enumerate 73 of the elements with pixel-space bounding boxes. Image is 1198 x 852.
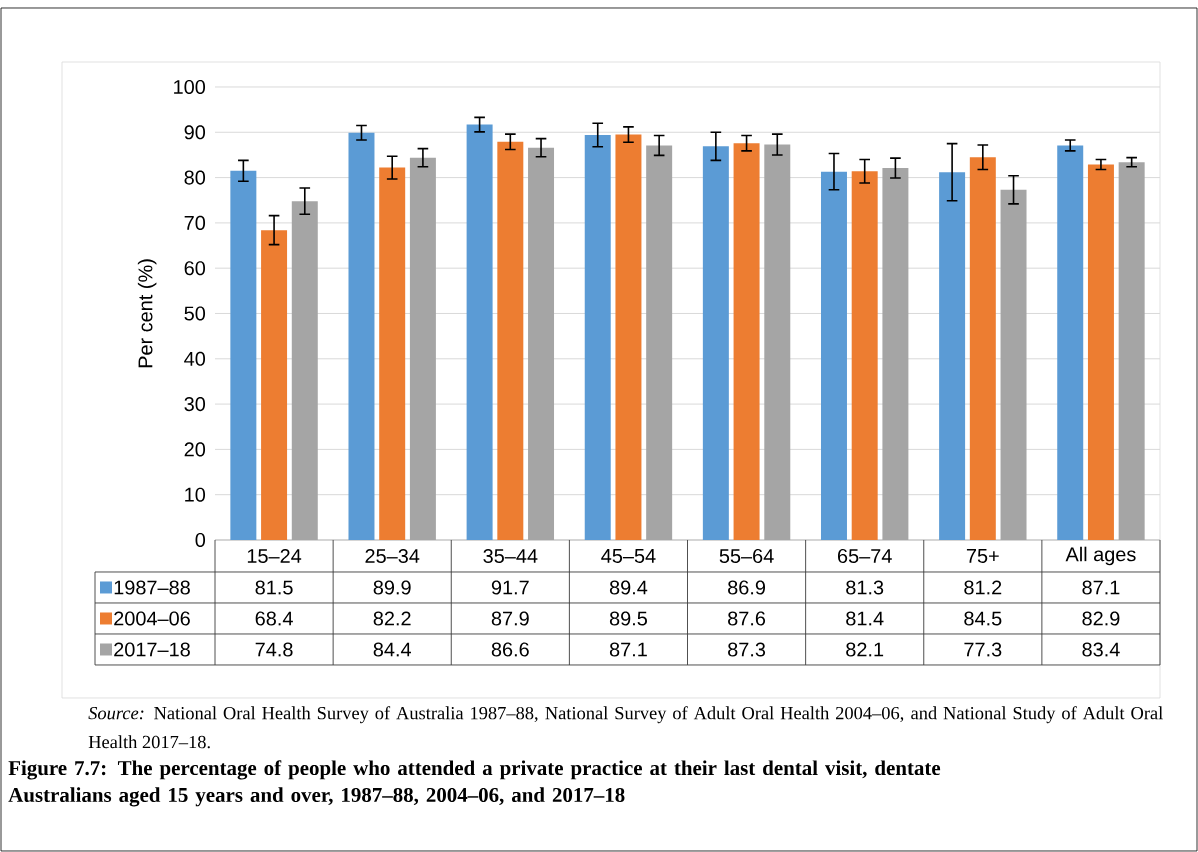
data-label: 84.4	[373, 642, 411, 657]
data-label: 87.9	[491, 611, 529, 626]
bar	[379, 167, 406, 540]
data-label: 89.9	[373, 580, 411, 595]
bar	[584, 135, 611, 540]
bar	[528, 147, 555, 540]
y-tick-label: 90	[184, 125, 206, 140]
data-label: 81.2	[964, 580, 1002, 595]
data-label: 86.9	[728, 580, 766, 595]
y-tick-label: 10	[185, 487, 206, 502]
data-label: 82.2	[373, 611, 411, 626]
data-label: 81.3	[846, 580, 884, 595]
bar	[291, 201, 318, 540]
bar	[261, 230, 288, 540]
y-tick-label: 20	[184, 442, 206, 457]
text: Figure 7.7: The percentage of people who attended a private practice at their last dental visit, dentate Australians aged 15 years and over, 1987–88, 2004–06, and 2017–18	[8, 760, 941, 807]
bar	[466, 124, 493, 540]
y-tick-label: 30	[184, 397, 206, 412]
y-axis-title: Per cent (%)	[137, 259, 157, 368]
bar	[646, 145, 673, 540]
data-label: 87.1	[1082, 580, 1120, 595]
legend-label: 2004–06	[114, 611, 190, 626]
data-label: 74.8	[255, 642, 293, 657]
data-label: 84.5	[964, 611, 1002, 626]
legend-label: 1987–88	[114, 580, 190, 595]
bar	[1057, 145, 1084, 540]
bar	[969, 157, 996, 540]
bar	[939, 172, 966, 540]
data-label: 81.5	[255, 580, 293, 595]
y-tick-label: 0	[195, 532, 206, 548]
data-label: 89.4	[609, 580, 648, 595]
y-tick-label: 40	[184, 351, 206, 366]
data-label: 89.5	[609, 611, 647, 626]
y-tick-label: 100	[174, 79, 206, 95]
bar	[497, 141, 524, 540]
data-label: 81.4	[846, 611, 884, 626]
data-label: 87.6	[728, 611, 766, 626]
data-label: 87.1	[609, 642, 647, 657]
bar	[615, 134, 642, 540]
x-tick-label: 65–74	[838, 548, 892, 564]
data-label: 82.1	[846, 642, 884, 657]
bar	[882, 168, 909, 540]
bar	[230, 170, 257, 540]
data-label: 91.7	[491, 580, 529, 595]
bar	[733, 143, 760, 540]
x-tick-label: 55–64	[719, 548, 774, 564]
x-tick-label: All ages	[1065, 546, 1136, 566]
data-label: 83.4	[1082, 642, 1120, 657]
data-label: 82.9	[1082, 611, 1120, 626]
bar	[409, 157, 436, 540]
bar	[851, 171, 878, 540]
legend-label: 2017–18	[114, 642, 190, 657]
bar	[764, 144, 791, 540]
bar	[1000, 189, 1027, 540]
y-tick-label: 60	[184, 261, 206, 276]
x-tick-label: 25–34	[365, 548, 420, 564]
y-tick-label: 50	[184, 306, 206, 321]
data-label: 68.4	[255, 611, 293, 626]
text: Source: National Oral Health Survey of Australia 1987–88, National Survey of Adult Oral Health 2004–06, and National Study of Adult Oral Health 2017–18.	[88, 706, 1163, 749]
data-label: 86.6	[491, 642, 529, 657]
bar	[702, 146, 729, 540]
data-label: 87.3	[728, 642, 766, 657]
x-tick-label: 15–24	[247, 548, 302, 564]
bar	[1118, 162, 1145, 540]
x-tick-label: 75+	[966, 549, 999, 563]
bar	[820, 171, 847, 540]
bar	[348, 132, 375, 540]
y-tick-label: 70	[184, 215, 206, 230]
x-tick-label: 35–44	[483, 548, 538, 564]
data-label: 77.3	[964, 642, 1002, 657]
y-tick-label: 80	[184, 170, 206, 185]
x-tick-label: 45–54	[601, 549, 656, 563]
bar	[1087, 164, 1114, 540]
